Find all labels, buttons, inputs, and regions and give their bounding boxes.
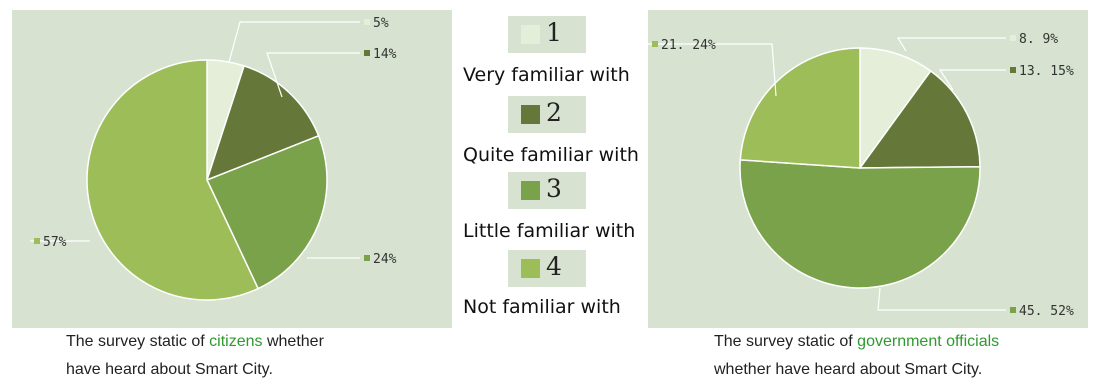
legend-label-1: Very familiar with [463, 64, 630, 86]
left-pie-slice-3 [205, 134, 328, 290]
right-data-label-1: 8. 9% [1019, 32, 1058, 47]
right-leader-line-3 [877, 287, 1006, 311]
legend-item-4: 4 [508, 250, 586, 287]
legend-number-4: 4 [546, 252, 562, 281]
legend-number-2: 2 [546, 98, 562, 127]
left-caption-line-2: have heard about Smart City. [66, 361, 273, 378]
right-caption-highlight: government officials [857, 333, 1000, 350]
right-pie-panel: 8. 9% 13. 15% 45. 52% 21. 24% [648, 10, 1088, 328]
legend-label-2: Quite familiar with [463, 144, 639, 166]
left-pie-slice-2 [205, 64, 320, 182]
left-label-marker-2 [364, 50, 370, 56]
legend-swatch-2 [521, 105, 540, 124]
legend-swatch-3 [521, 181, 540, 200]
right-leader-line-4 [648, 43, 777, 97]
right-label-marker-1 [1010, 35, 1016, 41]
left-pie-panel: 5% 14% 24% 57% [12, 10, 452, 328]
right-pie-slice-2 [858, 69, 981, 169]
right-pie-slice-1 [859, 47, 932, 171]
right-caption-line-2: whether have heard about Smart City. [714, 361, 983, 378]
legend-label-3: Little familiar with [463, 220, 636, 242]
right-caption-pre: The survey static of [714, 333, 858, 350]
left-data-label-2: 14% [373, 47, 397, 62]
left-caption: The survey static of citizens whether ha… [66, 328, 324, 384]
left-label-marker-4 [34, 238, 40, 244]
legend-swatch-1 [521, 25, 540, 44]
right-pie-chart: 8. 9% 13. 15% 45. 52% 21. 24% [648, 32, 1074, 319]
legend-number-1: 1 [546, 18, 562, 47]
right-caption: The survey static of government official… [714, 328, 999, 384]
legend-item-2: 2 [508, 96, 586, 133]
legend-item-3: 3 [508, 172, 586, 209]
left-caption-highlight: citizens [209, 333, 263, 350]
right-data-label-3: 45. 52% [1019, 304, 1074, 319]
left-caption-pre: The survey static of [66, 333, 210, 350]
right-pie-slice-4 [739, 47, 861, 169]
left-caption-line-1: The survey static of citizens whether [66, 328, 324, 356]
left-label-marker-1 [364, 19, 370, 25]
left-data-label-4: 57% [43, 235, 67, 250]
left-data-label-3: 24% [373, 252, 397, 267]
left-caption-post: whether [262, 333, 324, 350]
left-data-label-1: 5% [373, 16, 389, 31]
right-label-marker-4 [652, 41, 658, 47]
right-caption-line-1: The survey static of government official… [714, 328, 999, 356]
legend-item-1: 1 [508, 16, 586, 53]
left-label-marker-3 [364, 255, 370, 261]
legend-swatch-4 [521, 259, 540, 278]
left-leader-line-1 [228, 21, 360, 63]
right-leader-line-1 [896, 37, 1006, 52]
left-leader-line-2 [266, 52, 360, 98]
right-label-marker-3 [1010, 307, 1016, 313]
legend-label-4: Not familiar with [463, 296, 621, 318]
right-data-label-2: 13. 15% [1019, 64, 1074, 79]
legend-number-3: 3 [546, 174, 562, 203]
left-pie-slice-4 [86, 59, 260, 301]
right-data-label-4: 21. 24% [661, 38, 716, 53]
right-label-marker-2 [1010, 67, 1016, 73]
left-pie-chart: 5% 14% 24% 57% [30, 16, 397, 301]
right-leader-line-2 [938, 69, 1006, 91]
right-pie-slice-3 [739, 159, 981, 289]
